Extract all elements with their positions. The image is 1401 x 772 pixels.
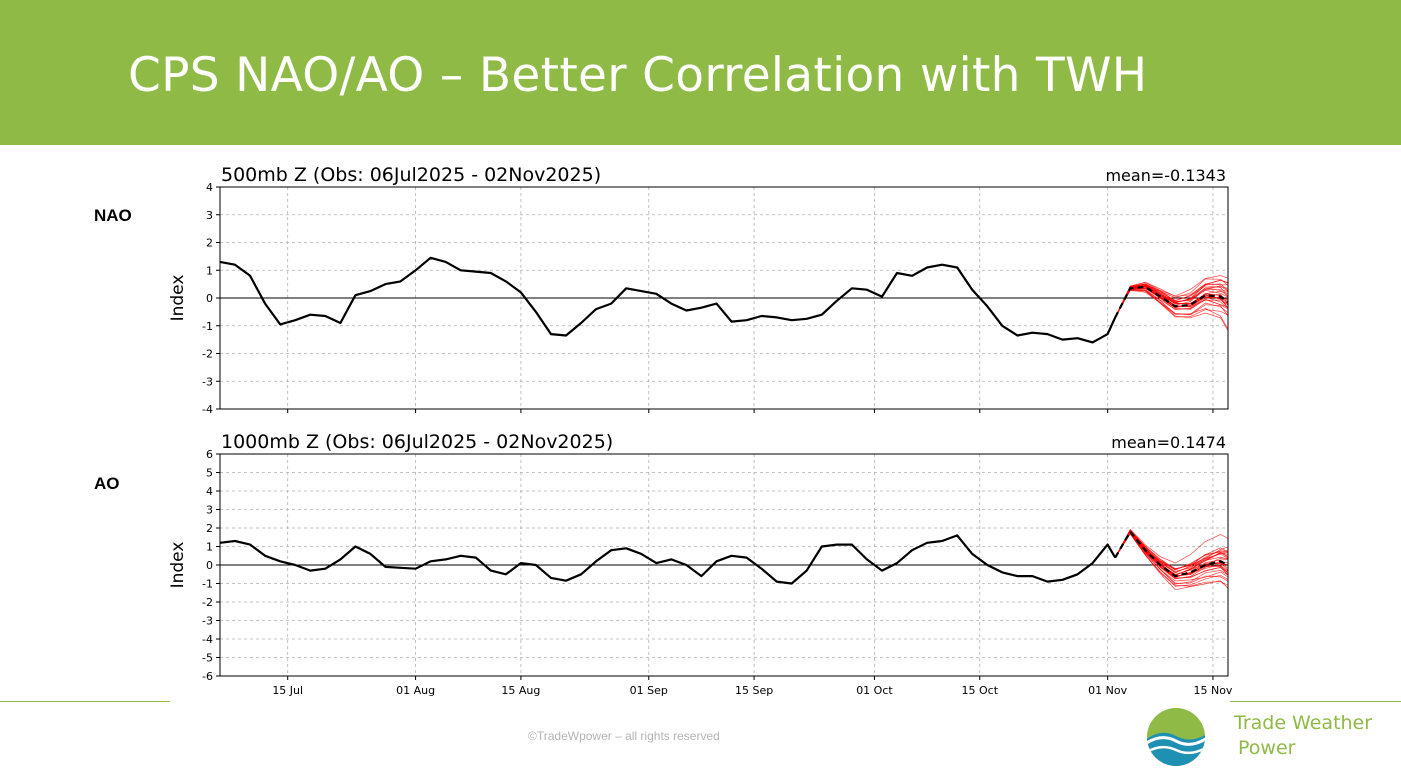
nao-ytick-label: -4: [202, 403, 213, 416]
ao-xtick-label: 01 Nov: [1088, 684, 1127, 697]
nao-label: NAO: [94, 206, 132, 225]
ao-ensemble-member: [1114, 530, 1229, 570]
brand-name-line1: Trade Weather: [1234, 712, 1373, 734]
nao-ylabel: Index: [168, 275, 188, 322]
ao-ytick-label: 3: [206, 504, 213, 517]
ao-ensemble-mean-line: [1114, 529, 1229, 578]
ao-ytick-label: 6: [206, 448, 213, 461]
nao-ensemble-member: [1114, 290, 1229, 329]
trade-weather-power-logo-icon: [1147, 708, 1205, 766]
ao-ylabel: Index: [168, 542, 188, 589]
copyright-text: ©TradeWpower – all rights reserved: [528, 729, 720, 743]
ao-xtick-label: 15 Nov: [1193, 684, 1232, 697]
nao-axes-frame: [219, 186, 1229, 410]
ao-ytick-label: -3: [202, 615, 213, 628]
ao-axes-frame: [219, 453, 1229, 677]
nao-observed-line: [219, 256, 1117, 344]
charts-figure: -4 -3 -2 -1 0 1 2 3 4 500mb Z (Obs: 06Jul2025 - 0…: [168, 164, 1233, 697]
footer-rule-left: [0, 701, 170, 702]
nao-ensemble-member: [1114, 289, 1229, 318]
ao-ytick-label: 0: [206, 559, 213, 572]
ao-ensemble-member: [1114, 532, 1229, 584]
ao-label: AO: [94, 474, 120, 493]
ao-xtick-label: 15 Jul: [272, 684, 303, 697]
nao-ensemble-mean-line: [1114, 285, 1229, 318]
ao-xtick-label: 01 Sep: [630, 684, 668, 697]
ao-ensemble-member: [1114, 528, 1229, 564]
ao-ytick-label: -4: [202, 633, 213, 646]
ao-xtick-label: 01 Aug: [396, 684, 435, 697]
ao-ensemble-member: [1114, 532, 1229, 591]
ao-ytick-label: -1: [202, 578, 213, 591]
ao-mean-annotation: mean=0.1474: [1111, 433, 1226, 452]
nao-mean-annotation: mean=-0.1343: [1105, 166, 1226, 185]
ao-ytick-label: -5: [202, 652, 213, 665]
ao-ensemble-member: [1114, 531, 1229, 582]
brand-name-line2: Power: [1238, 737, 1296, 759]
nao-ytick-label: -3: [202, 375, 213, 388]
ao-ytick-label: -2: [202, 596, 213, 609]
slide-title: CPS NAO/AO – Better Correlation with TWH: [128, 48, 1148, 103]
nao-ytick-label: -1: [202, 320, 213, 333]
ao-xtick-label: 15 Sep: [735, 684, 773, 697]
ao-ytick-label: 5: [206, 467, 213, 480]
ao-chart-title: 1000mb Z (Obs: 06Jul2025 - 02Nov2025): [221, 431, 613, 453]
nao-chart: -4 -3 -2 -1 0 1 2 3 4 500mb Z (Obs: 06Jul2025 - 0…: [168, 164, 1229, 416]
nao-ensemble-member: [1114, 283, 1229, 318]
nao-ensemble-member: [1114, 289, 1229, 331]
slide-header: CPS NAO/AO – Better Correlation with TWH: [0, 0, 1401, 145]
ao-ytick-label: 1: [206, 541, 213, 554]
nao-ytick-label: 1: [206, 264, 213, 277]
ao-chart: -6 -5 -4 -3 -2 -1 0 1 2 3 4 5 6 15 Jul 01 Aug 15 Aug 01 …: [168, 431, 1233, 697]
ao-xtick-label: 15 Aug: [501, 684, 540, 697]
ao-ytick-label: 4: [206, 485, 213, 498]
nao-ensemble-member: [1114, 288, 1229, 318]
nao-ytick-label: 0: [206, 292, 213, 305]
ao-ytick-label: -6: [202, 670, 213, 683]
nao-ensemble-member: [1114, 275, 1229, 318]
ao-observed-line: [219, 534, 1117, 585]
nao-ytick-label: 2: [206, 237, 213, 250]
ao-xtick-label: 01 Oct: [856, 684, 893, 697]
nao-ytick-label: -2: [202, 348, 213, 361]
nao-chart-title: 500mb Z (Obs: 06Jul2025 - 02Nov2025): [221, 164, 601, 186]
ao-ensemble-member: [1114, 531, 1229, 580]
nao-ytick-label: 3: [206, 209, 213, 222]
ao-ytick-label: 2: [206, 522, 213, 535]
ao-xtick-label: 15 Oct: [962, 684, 999, 697]
footer-rule-right: [1230, 701, 1401, 702]
nao-ytick-label: 4: [206, 181, 213, 194]
